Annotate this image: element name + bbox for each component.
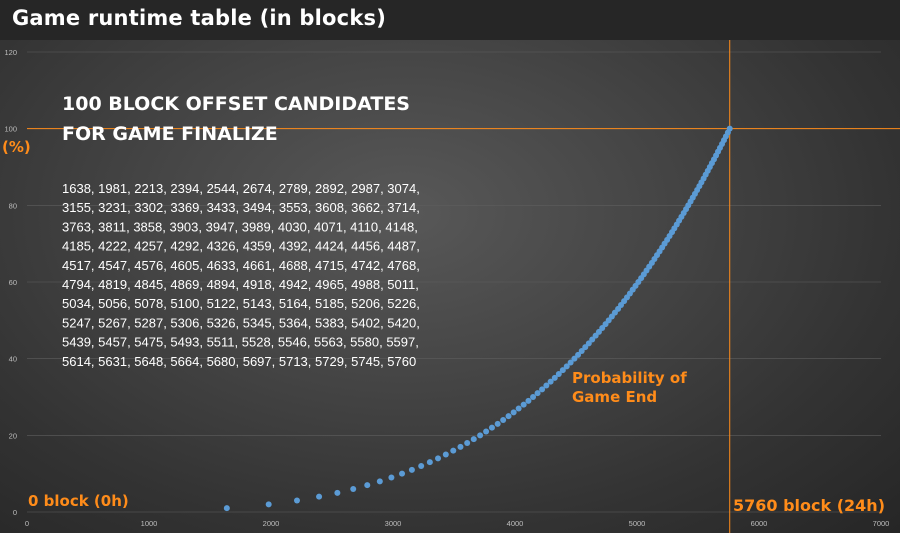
data-point-21 — [483, 428, 490, 435]
x-tick-label-0: 0 — [25, 519, 29, 528]
data-point-1 — [223, 505, 230, 512]
y-tick-label-1: 20 — [9, 431, 17, 440]
y-tick-label-2: 40 — [9, 355, 17, 364]
data-point-44 — [585, 340, 592, 347]
data-point-22 — [488, 424, 495, 431]
data-point-30 — [530, 394, 537, 400]
y-tick-label-4: 80 — [9, 201, 17, 210]
data-point-25 — [505, 413, 512, 420]
start-label: 0 block (0h) — [28, 492, 129, 510]
y-axis-label: (%) — [2, 138, 31, 156]
data-point-9 — [388, 474, 395, 481]
x-tick-label-7: 7000 — [873, 519, 890, 528]
x-tick-label-3: 3000 — [385, 519, 402, 528]
data-point-3 — [293, 497, 300, 504]
y-tick-label-3: 60 — [9, 278, 17, 287]
data-point-17 — [457, 443, 464, 450]
data-point-16 — [450, 447, 457, 454]
data-point-6 — [350, 486, 357, 492]
candidate-line-3: 3763, 3811, 3858, 3903, 3947, 3989, 4030… — [62, 219, 418, 234]
x-tick-label-6: 6000 — [751, 519, 768, 528]
candidate-line-4: 4185, 4222, 4257, 4292, 4326, 4359, 4392… — [62, 239, 420, 254]
data-point-34 — [547, 378, 554, 385]
candidate-line-1: 1638, 1981, 2213, 2394, 2544, 2674, 2789… — [62, 181, 420, 196]
x-tick-label-5: 5000 — [629, 519, 646, 528]
data-point-41 — [575, 351, 582, 358]
data-point-33 — [543, 382, 550, 389]
x-tick-label-4: 4000 — [507, 519, 524, 528]
data-point-5 — [334, 489, 341, 496]
candidate-line-6: 4794, 4819, 4845, 4869, 4894, 4918, 4942… — [62, 277, 419, 292]
reference-lines — [27, 40, 900, 533]
candidate-line-8: 5247, 5267, 5287, 5306, 5326, 5345, 5364… — [62, 315, 420, 330]
data-point-45 — [589, 336, 596, 343]
data-point-27 — [515, 405, 522, 412]
data-point-36 — [555, 371, 562, 377]
data-point-2 — [265, 501, 272, 508]
data-point-4 — [316, 493, 323, 500]
data-point-24 — [500, 417, 507, 423]
data-point-23 — [494, 420, 501, 427]
data-point-31 — [534, 390, 541, 397]
data-point-29 — [525, 397, 532, 404]
y-tick-label-6: 120 — [4, 48, 17, 57]
x-tick-labels: 0 1000 2000 3000 4000 5000 6000 7000 — [25, 519, 889, 528]
y-tick-label-0: 0 — [13, 508, 17, 517]
data-point-39 — [567, 359, 574, 366]
data-point-35 — [551, 374, 558, 381]
annotation-heading-line1: 100 BLOCK OFFSET CANDIDATES — [62, 93, 410, 115]
candidate-line-9: 5439, 5457, 5475, 5493, 5511, 5528, 5546… — [62, 335, 419, 350]
data-point-42 — [578, 348, 585, 354]
candidate-line-7: 5034, 5056, 5078, 5100, 5122, 5143, 5164… — [62, 296, 420, 311]
candidate-line-10: 5614, 5631, 5648, 5664, 5680, 5697, 5713… — [62, 354, 416, 369]
x-tick-label-2: 2000 — [263, 519, 280, 528]
data-point-43 — [582, 344, 589, 351]
data-point-11 — [408, 466, 415, 473]
data-point-37 — [559, 367, 566, 374]
data-point-10 — [399, 470, 406, 477]
data-point-28 — [520, 401, 527, 408]
data-point-38 — [563, 363, 570, 370]
curve-label-line1: Probability of — [572, 369, 687, 387]
data-point-100 — [726, 125, 733, 132]
data-point-20 — [477, 432, 484, 439]
candidate-line-2: 3155, 3231, 3302, 3369, 3433, 3494, 3553… — [62, 200, 420, 215]
end-label: 5760 block (24h) — [733, 496, 885, 515]
data-point-26 — [510, 409, 517, 416]
candidate-line-5: 4517, 4547, 4576, 4605, 4633, 4661, 4688… — [62, 258, 420, 273]
title-bar: Game runtime table (in blocks) — [0, 0, 900, 40]
data-point-14 — [435, 455, 442, 462]
data-point-15 — [442, 451, 449, 458]
data-point-19 — [470, 436, 477, 443]
data-point-12 — [418, 463, 425, 469]
y-tick-label-5: 100 — [4, 125, 17, 134]
data-point-40 — [571, 355, 578, 362]
data-point-7 — [364, 482, 371, 489]
data-points — [223, 125, 733, 512]
data-point-13 — [426, 459, 433, 466]
data-point-8 — [376, 478, 383, 485]
data-point-18 — [464, 440, 471, 446]
y-tick-labels: 0 20 40 60 80 100 120 — [4, 48, 17, 517]
data-point-32 — [539, 386, 546, 393]
x-tick-label-1: 1000 — [141, 519, 158, 528]
curve-label-line2: Game End — [572, 388, 657, 406]
chart-title: Game runtime table (in blocks) — [12, 6, 386, 30]
annotation-heading-line2: FOR GAME FINALIZE — [62, 123, 278, 145]
candidate-list: 1638, 1981, 2213, 2394, 2544, 2674, 2789… — [62, 181, 420, 369]
